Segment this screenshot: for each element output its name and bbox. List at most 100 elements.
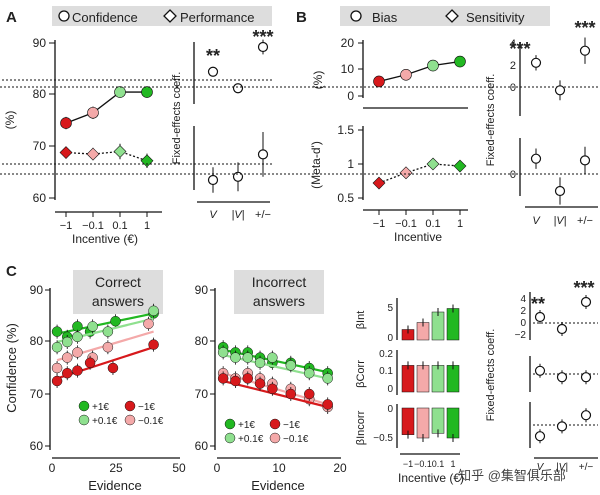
cc-legend-m01: −0.1€ bbox=[138, 416, 164, 427]
fe-point bbox=[580, 296, 592, 308]
chart-b-lines: 20 10 0 (%) 1.5 1 0.5 (Meta-d') −1 −0.1 … bbox=[309, 36, 468, 244]
data-point bbox=[107, 362, 119, 374]
fe-point bbox=[554, 185, 566, 197]
data-point bbox=[148, 339, 159, 350]
a-fe-ylabel: Fixed-effects coeff. bbox=[171, 72, 183, 165]
data-point bbox=[102, 341, 114, 353]
fe-point bbox=[579, 45, 591, 56]
fe-point bbox=[207, 66, 219, 77]
beta-xlabel: Incentive (€) bbox=[398, 471, 464, 485]
chart-c-fe: 4 2 0 −2 Fixed-effects coeff. V |V| +/− … bbox=[485, 278, 598, 473]
legend-marker-bias bbox=[350, 10, 362, 22]
beta-incorr-tick-0: 0 bbox=[387, 404, 393, 415]
b-xtick-3: 0.1 bbox=[425, 218, 440, 230]
data-point bbox=[51, 341, 63, 353]
ci-xtick-10: 10 bbox=[272, 461, 286, 475]
cc-legend-p1: +1€ bbox=[92, 402, 109, 413]
legend-marker-confidence bbox=[58, 10, 70, 22]
cc-xtick-50: 50 bbox=[172, 461, 186, 475]
beta-xtick-4: 1 bbox=[450, 459, 455, 469]
b-ytick-1: 1 bbox=[347, 157, 354, 171]
data-point bbox=[230, 375, 241, 387]
fe-point bbox=[580, 372, 592, 383]
fe-point bbox=[534, 365, 546, 376]
sensitivity-point bbox=[453, 159, 467, 173]
performance-point bbox=[140, 154, 154, 168]
beta-incorr-label: βIncorr bbox=[355, 410, 367, 445]
c-fe-ytick-m2: −2 bbox=[515, 330, 527, 341]
b-ytick-10: 10 bbox=[341, 62, 355, 76]
b-fe-xtick-v: V bbox=[532, 215, 541, 227]
ci-legend-p01: +0.1€ bbox=[238, 434, 264, 445]
chart-c-correct: 90 80 70 60 0 25 50 Evidence Correct ans… bbox=[30, 270, 186, 493]
sensitivity-point bbox=[372, 176, 386, 190]
c-fe-xtick-sign: +/− bbox=[579, 462, 594, 473]
cc-legend-marker-p1 bbox=[78, 400, 90, 412]
legend-label-confidence: Confidence bbox=[72, 10, 138, 25]
legend-box-b bbox=[340, 6, 550, 26]
fe-point bbox=[257, 149, 269, 160]
data-point bbox=[61, 352, 73, 363]
beta-corr-tick-01: 0.1 bbox=[379, 366, 393, 377]
legend-marker-performance bbox=[163, 9, 177, 23]
ci-xlabel: Evidence bbox=[251, 478, 304, 493]
panel-letter-a: A bbox=[6, 9, 17, 26]
data-point bbox=[51, 375, 63, 387]
b-bottom-ylabel: (Meta-d') bbox=[309, 141, 323, 189]
a-xtick-4: 1 bbox=[144, 220, 150, 232]
panel-letter-b: B bbox=[296, 9, 307, 26]
beta-int-bar bbox=[431, 311, 445, 341]
confidence-point bbox=[60, 117, 72, 129]
c-fe-ylabel: Fixed-effects coeff. bbox=[485, 329, 497, 422]
data-point bbox=[148, 305, 159, 317]
ci-legend-m1: −1€ bbox=[283, 420, 300, 431]
confidence-line bbox=[65, 91, 147, 124]
data-point bbox=[110, 315, 121, 327]
beta-xtick-1: −1 bbox=[403, 459, 413, 469]
fe-point bbox=[556, 323, 568, 335]
cc-xtick-25: 25 bbox=[109, 461, 123, 475]
fe-point bbox=[257, 41, 269, 53]
data-point bbox=[254, 378, 266, 389]
a-xtick-1: −1 bbox=[60, 220, 73, 232]
data-point bbox=[267, 383, 278, 395]
cc-ytick-90: 90 bbox=[30, 283, 44, 297]
a-ytick-60: 60 bbox=[33, 191, 47, 205]
cc-ytick-80: 80 bbox=[30, 334, 44, 348]
b-fe-xtick-absv: |V| bbox=[553, 215, 566, 227]
chart-a-main: 90 80 70 60 (%) −1 −0.1 0.1 1 Incentive … bbox=[3, 36, 162, 246]
data-point bbox=[51, 326, 63, 337]
a-ytick-90: 90 bbox=[33, 36, 47, 50]
data-point bbox=[87, 321, 98, 332]
data-point bbox=[242, 352, 253, 363]
a-ylabel: (%) bbox=[3, 111, 17, 130]
c-fe-ytick-2: 2 bbox=[520, 306, 526, 317]
watermark: 知乎 @集智俱乐部 bbox=[458, 468, 566, 483]
c-fe-stars-sign: *** bbox=[573, 278, 594, 298]
cc-legend-marker-p01 bbox=[78, 414, 90, 426]
data-point bbox=[72, 365, 83, 376]
a-fe-xtick-absv: |V| bbox=[231, 209, 244, 221]
c-ylabel: Confidence (%) bbox=[4, 323, 19, 413]
fit-line bbox=[222, 379, 328, 409]
ci-legend-m01: −0.1€ bbox=[283, 434, 309, 445]
a-xtick-2: −0.1 bbox=[82, 220, 104, 232]
ci-xtick-20: 20 bbox=[333, 461, 347, 475]
performance-point bbox=[113, 145, 127, 158]
cc-legend-marker-m1 bbox=[124, 400, 136, 412]
data-point bbox=[304, 388, 315, 400]
b-fe-ytick-4: 4 bbox=[510, 38, 516, 50]
c-fe-stars-v: ** bbox=[531, 294, 545, 314]
c-fe-xtick-absv: |V| bbox=[556, 462, 568, 473]
ci-legend-p1: +1€ bbox=[238, 420, 255, 431]
b-ytick-0.5: 0.5 bbox=[337, 191, 354, 205]
bias-line bbox=[378, 60, 461, 83]
chart-a-fe: Fixed-effects coeff. V |V| +/− ** *** bbox=[0, 27, 274, 221]
legend-box-a bbox=[52, 6, 272, 26]
beta-incorr-bar bbox=[446, 407, 460, 439]
sensitivity-line bbox=[378, 163, 461, 184]
b-fe-ylabel: Fixed-effects coeff. bbox=[485, 74, 497, 167]
legend-label-bias: Bias bbox=[372, 10, 398, 25]
fe-point bbox=[530, 153, 542, 164]
fe-point bbox=[232, 171, 244, 182]
